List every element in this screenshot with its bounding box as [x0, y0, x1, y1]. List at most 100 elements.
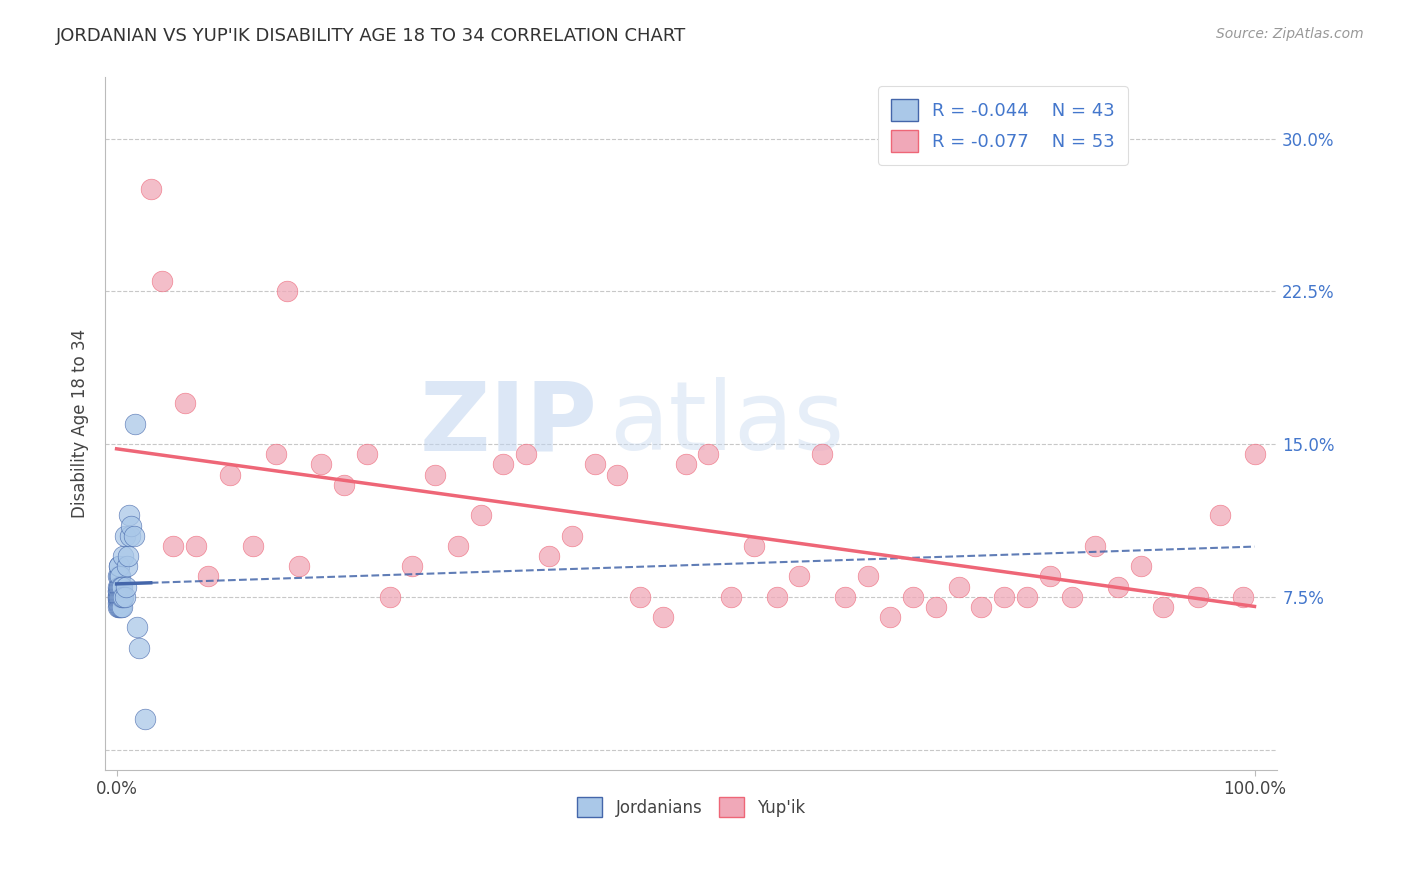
Point	[118, 508, 141, 523]
Point	[197, 569, 219, 583]
Point	[112, 549, 135, 563]
Point	[128, 640, 150, 655]
Point	[162, 539, 184, 553]
Point	[108, 580, 131, 594]
Point	[107, 591, 129, 606]
Point	[470, 508, 492, 523]
Point	[311, 458, 333, 472]
Point	[765, 590, 787, 604]
Point	[697, 447, 720, 461]
Point	[108, 590, 131, 604]
Point	[447, 539, 470, 553]
Point	[1209, 508, 1232, 523]
Point	[107, 569, 129, 583]
Point	[108, 580, 131, 594]
Point	[1129, 559, 1152, 574]
Point	[287, 559, 309, 574]
Point	[107, 588, 129, 602]
Point	[219, 467, 242, 482]
Point	[120, 518, 142, 533]
Point	[111, 580, 134, 594]
Point	[276, 285, 298, 299]
Point	[834, 590, 856, 604]
Point	[651, 610, 673, 624]
Point	[124, 417, 146, 431]
Point	[606, 467, 628, 482]
Point	[107, 583, 129, 598]
Point	[1153, 600, 1175, 615]
Point	[1039, 569, 1062, 583]
Point	[111, 590, 134, 604]
Point	[108, 580, 131, 594]
Point	[583, 458, 606, 472]
Point	[107, 583, 129, 598]
Point	[537, 549, 560, 563]
Point	[811, 447, 834, 461]
Point	[742, 539, 765, 553]
Point	[173, 396, 195, 410]
Point	[1187, 590, 1209, 604]
Point	[879, 610, 901, 624]
Point	[108, 569, 131, 583]
Point	[628, 590, 651, 604]
Point	[1084, 539, 1107, 553]
Point	[1107, 580, 1129, 594]
Point	[333, 478, 356, 492]
Point	[125, 620, 148, 634]
Point	[515, 447, 537, 461]
Point	[1232, 590, 1254, 604]
Text: JORDANIAN VS YUP'IK DISABILITY AGE 18 TO 34 CORRELATION CHART: JORDANIAN VS YUP'IK DISABILITY AGE 18 TO…	[56, 27, 686, 45]
Point	[901, 590, 924, 604]
Point	[186, 539, 208, 553]
Point	[107, 590, 129, 604]
Point	[492, 458, 515, 472]
Point	[993, 590, 1015, 604]
Point	[114, 529, 136, 543]
Point	[110, 590, 132, 604]
Y-axis label: Disability Age 18 to 34: Disability Age 18 to 34	[72, 329, 89, 518]
Point	[948, 580, 970, 594]
Point	[108, 569, 131, 583]
Point	[970, 600, 993, 615]
Point	[264, 447, 287, 461]
Text: atlas: atlas	[609, 377, 845, 470]
Point	[111, 600, 134, 615]
Point	[117, 549, 139, 563]
Point	[108, 600, 131, 615]
Point	[114, 580, 136, 594]
Point	[401, 559, 423, 574]
Point	[150, 274, 173, 288]
Legend: Jordanians, Yup'ik: Jordanians, Yup'ik	[571, 790, 813, 824]
Point	[110, 600, 132, 615]
Text: ZIP: ZIP	[419, 377, 598, 470]
Point	[108, 590, 131, 604]
Point	[108, 590, 131, 604]
Point	[112, 590, 135, 604]
Point	[356, 447, 378, 461]
Point	[108, 559, 131, 574]
Point	[114, 590, 136, 604]
Point	[720, 590, 742, 604]
Point	[561, 529, 583, 543]
Point	[107, 596, 129, 610]
Point	[856, 569, 879, 583]
Point	[1015, 590, 1038, 604]
Point	[925, 600, 948, 615]
Point	[110, 580, 132, 594]
Point	[378, 590, 401, 604]
Point	[108, 600, 131, 615]
Point	[134, 712, 156, 726]
Point	[242, 539, 264, 553]
Point	[122, 529, 145, 543]
Point	[107, 600, 129, 615]
Point	[425, 467, 447, 482]
Point	[789, 569, 811, 583]
Point	[139, 182, 162, 196]
Point	[1062, 590, 1084, 604]
Text: Source: ZipAtlas.com: Source: ZipAtlas.com	[1216, 27, 1364, 41]
Point	[107, 590, 129, 604]
Point	[107, 580, 129, 594]
Point	[1243, 447, 1265, 461]
Point	[120, 529, 142, 543]
Point	[675, 458, 697, 472]
